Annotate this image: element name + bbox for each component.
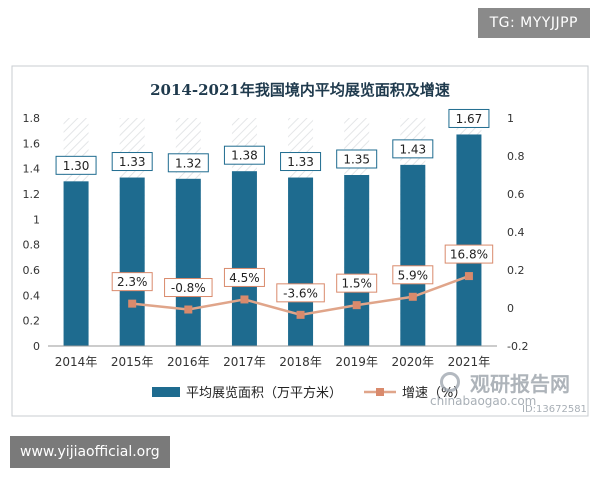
right-axis-tick-label: 0 — [507, 302, 514, 315]
bar-value-label-box — [111, 152, 153, 172]
bar — [175, 178, 201, 346]
growth-value-label: 2.3% — [117, 275, 148, 289]
x-axis-tick-label: 2015年 — [111, 355, 154, 369]
x-axis-tick-label: 2016年 — [167, 355, 210, 369]
growth-value-label: 5.9% — [398, 268, 429, 282]
x-axis-tick-label: 2017年 — [223, 355, 266, 369]
left-axis-tick-label: 0.4 — [23, 289, 41, 302]
x-axis-tick-label: 2018年 — [279, 355, 322, 369]
bar-value-label: 1.33 — [287, 155, 314, 169]
legend-bar-label: 平均展览面积（万平方米） — [186, 385, 342, 401]
bar-value-label-box — [167, 153, 209, 173]
left-axis-tick-label: 1.8 — [23, 112, 41, 125]
growth-value-label-box — [336, 273, 378, 293]
right-axis-tick-label: 1 — [507, 112, 514, 125]
watermark-id: ID:13672581 — [522, 404, 587, 415]
left-axis-tick-label: 0 — [33, 340, 40, 353]
bar — [456, 134, 482, 346]
bar — [63, 181, 89, 346]
growth-marker — [240, 295, 249, 304]
growth-value-label: 4.5% — [229, 271, 260, 285]
growth-marker — [184, 305, 193, 314]
x-axis-tick-label: 2020年 — [392, 355, 435, 369]
bar-value-label: 1.67 — [456, 112, 483, 126]
right-axis-tick-label: 0.2 — [507, 264, 525, 277]
growth-value-label-box — [444, 244, 494, 264]
growth-marker — [128, 299, 137, 308]
right-axis-tick-label: -0.2 — [507, 340, 528, 353]
left-axis-tick-label: 0.6 — [23, 264, 41, 277]
bar-value-label-box — [392, 139, 434, 159]
x-axis-tick-label: 2019年 — [335, 355, 378, 369]
right-axis-tick-label: 0.4 — [507, 226, 525, 239]
x-axis-tick-label: 2014年 — [55, 355, 98, 369]
left-axis-tick-label: 0.8 — [23, 239, 41, 252]
bar-value-label-box — [336, 149, 378, 169]
bar — [231, 171, 257, 346]
growth-value-label: -3.6% — [283, 286, 318, 300]
magnifier-icon — [440, 372, 460, 392]
legend-bar-swatch — [152, 387, 180, 397]
bar-value-label: 1.35 — [343, 153, 370, 167]
right-axis-tick-label: 0.8 — [507, 150, 525, 163]
chart-title: 2014-2021年我国境内平均展览面积及增速 — [150, 81, 450, 99]
x-axis-tick-label: 2021年 — [448, 355, 491, 369]
bar-value-label: 1.30 — [63, 159, 90, 173]
growth-marker — [408, 292, 417, 301]
bar — [119, 177, 145, 346]
bar — [400, 164, 426, 346]
growth-marker — [296, 310, 305, 319]
growth-value-label-box — [111, 272, 153, 292]
left-axis-tick-label: 1.6 — [23, 137, 41, 150]
bar-value-label: 1.32 — [175, 156, 202, 170]
bar-value-label-box — [223, 145, 265, 165]
bar-value-label: 1.43 — [399, 142, 426, 156]
legend: 平均展览面积（万平方米） 增速（%） — [152, 385, 466, 401]
bar-value-label-box — [280, 152, 322, 172]
growth-value-label-box — [164, 278, 213, 298]
left-axis-tick-label: 0.2 — [23, 315, 41, 328]
watermark-domain: chinabaogao.com — [430, 394, 537, 408]
bar — [288, 177, 314, 346]
watermark-brand: 观研报告网 — [470, 372, 570, 396]
growth-marker — [352, 301, 361, 310]
growth-value-label: 1.5% — [341, 277, 372, 291]
site-url-badge: www.yijiaofficial.org — [10, 436, 170, 468]
left-axis-tick-label: 1.4 — [23, 163, 41, 176]
bar — [344, 175, 370, 346]
left-axis-tick-label: 1.2 — [23, 188, 41, 201]
bar-value-label: 1.33 — [119, 155, 146, 169]
growth-marker — [464, 272, 473, 281]
bar-value-label-box — [448, 108, 490, 128]
growth-value-label: 16.8% — [450, 248, 488, 262]
bar-value-label: 1.38 — [231, 149, 258, 163]
left-axis-tick-label: 1 — [33, 213, 40, 226]
bar-value-label-box — [55, 155, 97, 175]
growth-value-label: -0.8% — [171, 281, 206, 295]
legend-line-marker — [376, 388, 384, 396]
right-axis-tick-label: 0.6 — [507, 188, 525, 201]
growth-value-label-box — [223, 267, 265, 287]
growth-value-label-box — [276, 283, 325, 303]
tg-badge: TG: MYYJJPP — [477, 8, 590, 38]
growth-value-label-box — [392, 265, 434, 285]
